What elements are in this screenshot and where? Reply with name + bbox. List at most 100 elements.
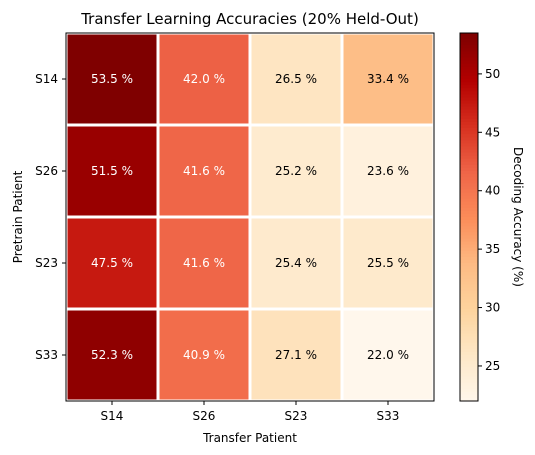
colorbar-segment: [460, 94, 478, 98]
colorbar-segment: [460, 336, 478, 341]
x-tick-label: S14: [101, 409, 124, 423]
colorbar-tick-label: 45: [485, 125, 500, 139]
colorbar-segment: [460, 272, 478, 276]
colorbar-segment: [460, 385, 478, 390]
colorbar-segment: [460, 91, 478, 95]
colorbar-segment: [460, 152, 478, 157]
colorbar-segment: [460, 33, 478, 37]
colorbar-segment: [460, 370, 478, 374]
cell-value-label: 40.9 %: [183, 348, 225, 362]
colorbar-segment: [460, 57, 478, 62]
colorbar-segment: [460, 143, 478, 148]
colorbar-segment: [460, 149, 478, 154]
cell-value-label: 26.5 %: [275, 72, 317, 86]
colorbar-segment: [460, 293, 478, 298]
colorbar-segment: [460, 229, 478, 233]
cell-value-label: 25.5 %: [367, 256, 409, 270]
colorbar-segment: [460, 235, 478, 240]
heatmap-cells: 53.5 % 42.0 % 26.5 % 33.4 % 51.5 % 41.6 % 25.2…: [64, 31, 436, 403]
colorbar-segment: [460, 333, 478, 338]
colorbar-segment: [460, 69, 478, 74]
colorbar-segment: [460, 164, 478, 169]
colorbar-segment: [460, 48, 478, 52]
cell-value-label: 41.6 %: [183, 164, 225, 178]
colorbar-segment: [460, 263, 478, 267]
cell-value-label: 33.4 %: [367, 72, 409, 86]
colorbar-segment: [460, 134, 478, 138]
colorbar-segment: [460, 195, 478, 200]
colorbar-segment: [460, 373, 478, 378]
colorbar-segment: [460, 198, 478, 203]
colorbar-tick-label: 40: [485, 184, 500, 198]
cell-value-label: 23.6 %: [367, 164, 409, 178]
colorbar-segment: [460, 177, 478, 181]
heatmap-cell: [340, 123, 436, 219]
heatmap-cell: [156, 215, 252, 311]
heatmap-cell: [156, 31, 252, 127]
colorbar-segment: [460, 330, 478, 335]
cell-value-label: 42.0 %: [183, 72, 225, 86]
x-tick-label: S23: [285, 409, 308, 423]
colorbar-segment: [460, 109, 478, 114]
colorbar-segment: [460, 204, 478, 209]
cell-value-label: 25.4 %: [275, 256, 317, 270]
colorbar-segment: [460, 207, 478, 212]
colorbar-segment: [460, 259, 478, 264]
colorbar-segment: [460, 158, 478, 163]
colorbar-segment: [460, 63, 478, 68]
colorbar-segment: [460, 391, 478, 396]
colorbar-segment: [460, 82, 478, 86]
colorbar-segment: [460, 36, 478, 40]
colorbar-segment: [460, 210, 478, 215]
colorbar-segment: [460, 125, 478, 129]
colorbar-tick-label: 30: [485, 301, 500, 315]
colorbar-segment: [460, 174, 478, 178]
colorbar-segment: [460, 287, 478, 292]
colorbar-segment: [460, 45, 478, 49]
colorbar-segment: [460, 364, 478, 368]
colorbar-segment: [460, 137, 478, 141]
colorbar-segment: [460, 146, 478, 151]
colorbar-segment: [460, 324, 478, 328]
colorbar-segment: [460, 238, 478, 243]
colorbar-segment: [460, 220, 478, 224]
colorbar-segment: [460, 244, 478, 249]
y-tick-label: S33: [35, 348, 58, 362]
colorbar-segment: [460, 66, 478, 71]
colorbar-segment: [460, 180, 478, 184]
colorbar-segment: [460, 278, 478, 282]
colorbar-segment: [460, 309, 478, 313]
y-axis-label: Pretrain Patient: [11, 170, 25, 263]
colorbar-tick-label: 25: [485, 359, 500, 373]
colorbar-tick-label: 35: [485, 242, 500, 256]
colorbar-segment: [460, 155, 478, 160]
y-tick-label: S26: [35, 164, 58, 178]
colorbar-segment: [460, 302, 478, 307]
colorbar-segment: [460, 342, 478, 347]
x-ticks: S14 S26 S23 S33: [101, 401, 399, 423]
colorbar-segment: [460, 296, 478, 301]
colorbar-segment: [460, 128, 478, 132]
colorbar-segment: [460, 351, 478, 356]
heatmap-cell: [340, 307, 436, 403]
colorbar-segment: [460, 140, 478, 144]
colorbar-segment: [460, 355, 478, 359]
colorbar-segment: [460, 266, 478, 270]
x-axis-label: Transfer Patient: [202, 431, 297, 445]
cell-value-label: 51.5 %: [91, 164, 133, 178]
colorbar-segment: [460, 183, 478, 187]
colorbar-segment: [460, 201, 478, 206]
colorbar-segment: [460, 388, 478, 393]
colorbar-segment: [460, 315, 478, 319]
cell-value-label: 53.5 %: [91, 72, 133, 86]
y-tick-label: S14: [35, 72, 58, 86]
cell-value-label: 27.1 %: [275, 348, 317, 362]
colorbar-segment: [460, 305, 478, 310]
colorbar-tick-label: 50: [485, 67, 500, 81]
colorbar-segment: [460, 100, 478, 105]
colorbar-segment: [460, 121, 478, 126]
colorbar-segment: [460, 250, 478, 255]
colorbar-segment: [460, 97, 478, 102]
colorbar-segment: [460, 275, 478, 279]
